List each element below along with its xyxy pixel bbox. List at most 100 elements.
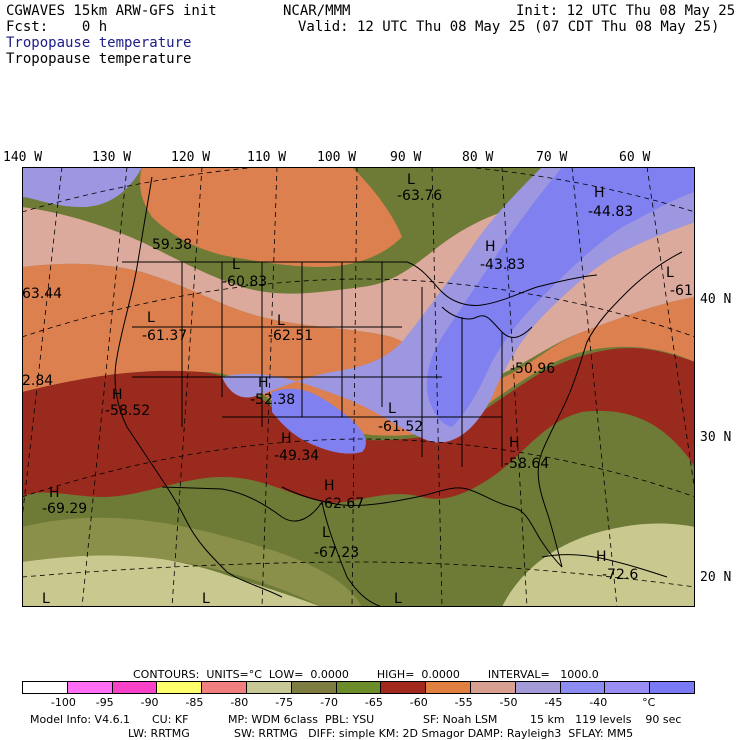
cumulus-scheme: CU: KF bbox=[152, 713, 189, 726]
colorbar-tick-label: -40 bbox=[589, 696, 608, 709]
field-band-red bbox=[22, 348, 695, 503]
field-band-lavender bbox=[22, 167, 142, 207]
model-info: Model Info: V4.6.1 bbox=[30, 713, 131, 726]
extrema-value: -60.83 bbox=[222, 274, 267, 290]
extrema-symbol: H bbox=[596, 549, 607, 565]
extrema-symbol: H bbox=[485, 239, 496, 255]
colorbar-tick-label: -50 bbox=[499, 696, 518, 709]
colorbar-swatch bbox=[650, 682, 694, 693]
field-band-light-olive-sw bbox=[22, 553, 322, 607]
model-title: CGWAVES 15km ARW-GFS init bbox=[6, 3, 217, 19]
field-band-olive-light-mid bbox=[22, 517, 362, 607]
extrema-value: -61 bbox=[670, 283, 693, 299]
lat-label: 30 N bbox=[700, 430, 732, 445]
colorbar-swatch bbox=[246, 682, 292, 693]
lon-label: 110 W bbox=[247, 150, 287, 165]
colorbar-tick-label: °C bbox=[642, 696, 656, 709]
lat-label: 20 N bbox=[700, 570, 732, 585]
tropopause-temperature-map: L -63.76 H -44.83 H -43.83 59.38 L -60.8… bbox=[22, 167, 695, 607]
extrema-value: -69.29 bbox=[42, 501, 87, 517]
extrema-value: -49.34 bbox=[274, 448, 319, 464]
colorbar-tick-label: -95 bbox=[95, 696, 114, 709]
lon-label: 100 W bbox=[317, 150, 357, 165]
extrema-symbol: H bbox=[594, 185, 605, 201]
us-mexico-border bbox=[161, 486, 323, 522]
extrema-symbol: L bbox=[388, 401, 396, 417]
lon-label: 130 W bbox=[92, 150, 132, 165]
colorbar-swatch bbox=[336, 682, 382, 693]
colorbar-tick-label: -65 bbox=[364, 696, 383, 709]
us-canada-border bbox=[122, 261, 598, 306]
contour-info: CONTOURS: UNITS=°C LOW= 0.0000 HIGH= 0.0… bbox=[133, 668, 599, 681]
graticule bbox=[22, 167, 695, 607]
extrema-value: -61.52 bbox=[378, 419, 423, 435]
extrema-symbol: L bbox=[147, 310, 155, 326]
field-band-orange-north bbox=[140, 167, 402, 267]
extrema-value: -52.38 bbox=[250, 392, 295, 408]
colorbar-tick-label: -90 bbox=[140, 696, 159, 709]
field-band-orange bbox=[22, 263, 695, 436]
extrema-value: -63.76 bbox=[397, 188, 442, 204]
colorbar-tick-label: -70 bbox=[320, 696, 339, 709]
gulf-coastline bbox=[281, 486, 563, 568]
west-coastline bbox=[114, 176, 228, 573]
lon-label: 80 W bbox=[462, 150, 494, 165]
colorbar-swatch bbox=[112, 682, 158, 693]
mexico-coast bbox=[226, 501, 383, 607]
great-lakes bbox=[441, 306, 533, 338]
extrema-value: 59.38 bbox=[152, 237, 192, 253]
extrema-symbol: L bbox=[394, 591, 402, 607]
field-band-blue bbox=[426, 167, 695, 427]
extrema-value: -62.67 bbox=[319, 496, 364, 512]
init-time: Init: 12 UTC Thu 08 May 25 bbox=[516, 3, 736, 19]
colorbar-swatch bbox=[157, 682, 203, 693]
boundaries bbox=[114, 176, 683, 607]
grid-info: 15 km 119 levels 90 sec bbox=[530, 713, 682, 726]
extrema-symbol: L bbox=[42, 591, 50, 607]
colorbar-tick-label: -100 bbox=[50, 696, 76, 709]
lat-label: 40 N bbox=[700, 292, 732, 307]
lon-label: 140 W bbox=[3, 150, 43, 165]
colorbar-swatch bbox=[560, 682, 606, 693]
colorbar-tick-label: -55 bbox=[454, 696, 473, 709]
extrema-symbol: L bbox=[232, 257, 240, 273]
lon-label: 90 W bbox=[390, 150, 422, 165]
colorbar-swatch bbox=[291, 682, 337, 693]
surface-scheme: SF: Noah LSM bbox=[423, 713, 498, 726]
colorbar-swatch bbox=[605, 682, 651, 693]
field-title-2: Tropopause temperature bbox=[6, 51, 192, 67]
extrema-symbol: L bbox=[666, 265, 674, 281]
extrema-value: -67.23 bbox=[314, 545, 359, 561]
colorbar bbox=[22, 681, 695, 694]
valid-time: Valid: 12 UTC Thu 08 May 25 (07 CDT Thu … bbox=[298, 19, 720, 35]
field-band-light-olive-se bbox=[502, 523, 695, 607]
field-band-blue-west bbox=[272, 388, 366, 454]
extrema-symbol: L bbox=[277, 313, 285, 329]
extrema-symbol: H bbox=[281, 431, 292, 447]
extrema-labels: L -63.76 H -44.83 H -43.83 59.38 L -60.8… bbox=[22, 172, 693, 607]
lon-label: 120 W bbox=[171, 150, 211, 165]
extrema-value: -72.6 bbox=[602, 567, 638, 583]
extrema-value: -61.37 bbox=[142, 328, 187, 344]
extrema-symbol: L bbox=[407, 172, 415, 188]
forecast-hour: Fcst: 0 h bbox=[6, 19, 108, 35]
state-lines bbox=[132, 262, 503, 467]
extrema-symbol: H bbox=[49, 485, 60, 501]
extrema-value: 63.44 bbox=[22, 286, 62, 302]
extrema-value: -58.52 bbox=[105, 403, 150, 419]
extrema-symbol: H bbox=[258, 375, 269, 391]
other-schemes: SW: RRTMG DIFF: simple KM: 2D Smagor DAM… bbox=[234, 727, 634, 740]
colorbar-tick-label: -45 bbox=[544, 696, 563, 709]
colorbar-tick-label: -80 bbox=[230, 696, 249, 709]
cuba bbox=[541, 554, 668, 578]
colorbar-tick-label: -75 bbox=[275, 696, 294, 709]
colorbar-tick-label: -85 bbox=[185, 696, 204, 709]
extrema-value: -44.83 bbox=[588, 204, 633, 220]
east-coastline bbox=[537, 251, 683, 568]
extrema-symbol: L bbox=[322, 525, 330, 541]
colorbar-swatch bbox=[426, 682, 471, 693]
extrema-symbol: H bbox=[112, 387, 123, 403]
colorbar-tick-label: -60 bbox=[409, 696, 428, 709]
colorbar-swatch bbox=[67, 682, 113, 693]
colorbar-swatch bbox=[470, 682, 516, 693]
